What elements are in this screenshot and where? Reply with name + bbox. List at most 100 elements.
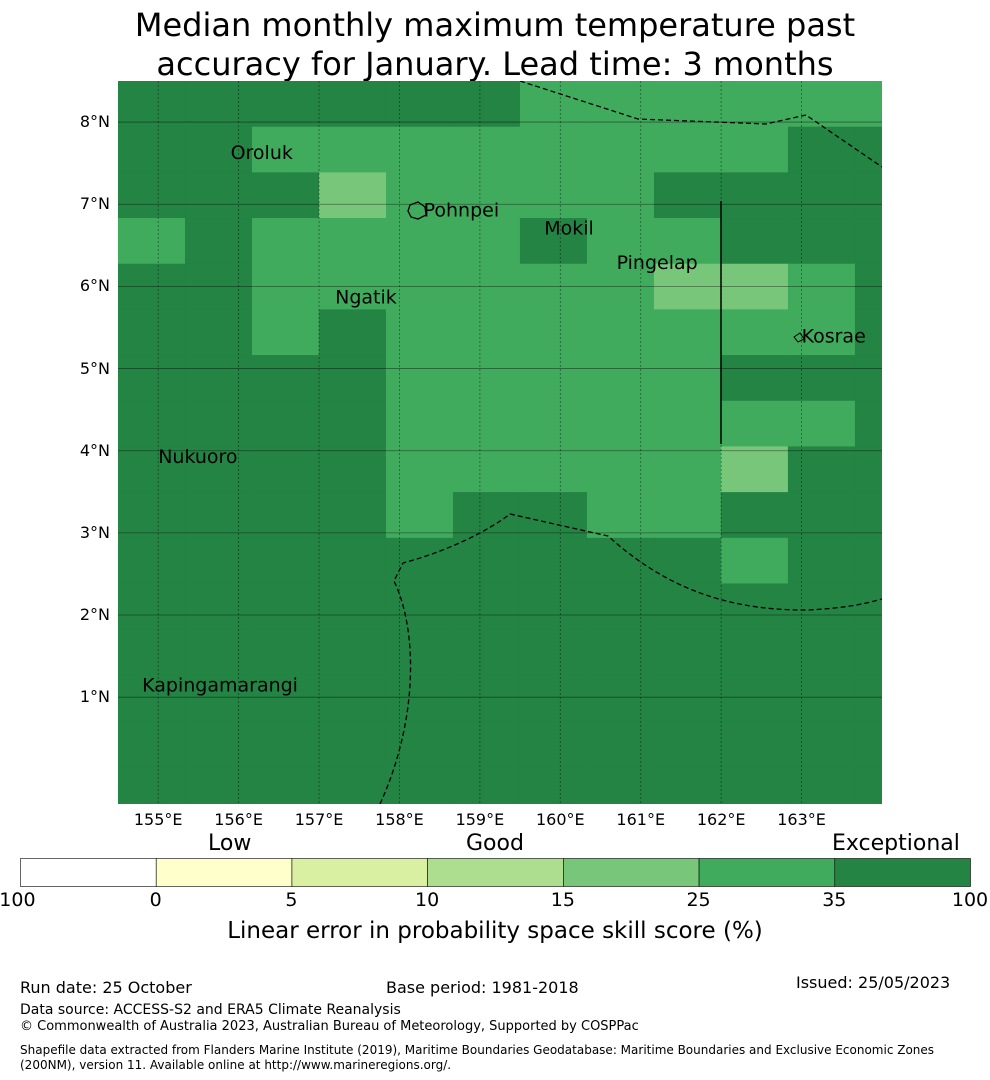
skill-cell (854, 400, 882, 447)
skill-cell (586, 583, 655, 630)
skill-cell (653, 492, 722, 539)
skill-cell (854, 629, 882, 676)
skill-cell (720, 492, 789, 539)
skill-cell (184, 766, 253, 804)
lat-tick-label: 3°N (79, 522, 110, 542)
skill-cell (854, 492, 882, 539)
lon-tick-label: 156°E (214, 810, 263, 829)
skill-cell (251, 172, 320, 219)
skill-cell (251, 309, 320, 356)
skill-cell (318, 400, 387, 447)
skill-cell (787, 218, 856, 265)
skill-cell (385, 355, 454, 402)
skill-cell (385, 492, 454, 539)
skill-cell (720, 126, 789, 173)
skill-cell (720, 629, 789, 676)
skill-cell (452, 355, 521, 402)
skill-cell (118, 583, 186, 630)
skill-cell (452, 583, 521, 630)
place-label: Pingelap (617, 252, 698, 274)
skill-cell (854, 309, 882, 356)
pohnpei-island-outline (407, 201, 427, 220)
skill-cell (452, 537, 521, 584)
skill-cell (586, 537, 655, 584)
skill-cell (184, 537, 253, 584)
skill-cell (519, 583, 588, 630)
issued-date: Issued: 25/05/2023 (796, 973, 951, 992)
lon-tick-label: 160°E (535, 810, 585, 829)
eez-boundary-north (519, 81, 882, 168)
colorbar-tick-label: 100 (951, 889, 989, 911)
skill-cell (787, 309, 856, 356)
skill-cell (184, 126, 253, 173)
skill-cell (452, 81, 521, 128)
skill-cell (787, 446, 856, 493)
skill-cell (318, 172, 387, 219)
skill-cell (787, 720, 856, 767)
skill-cell (318, 720, 387, 767)
skill-cell (318, 126, 387, 173)
skill-cell (318, 766, 387, 804)
skill-cell (385, 583, 454, 630)
skill-cell (586, 400, 655, 447)
skill-cell (720, 400, 789, 447)
skill-cell (251, 446, 320, 493)
skill-cell (519, 172, 588, 219)
lat-tick-label: 7°N (79, 194, 110, 214)
skill-cell (385, 720, 454, 767)
skill-cell (720, 446, 789, 493)
colorbar (20, 858, 971, 887)
skill-cell (519, 537, 588, 584)
data-source: Data source: ACCESS-S2 and ERA5 Climate … (20, 1002, 401, 1018)
skill-cell (251, 355, 320, 402)
base-period: Base period: 1981-2018 (386, 978, 579, 997)
skill-cell (251, 492, 320, 539)
skill-cell (118, 400, 186, 447)
skill-cell (586, 629, 655, 676)
skill-cell (787, 766, 856, 804)
place-label: Ngatik (335, 287, 397, 309)
skill-cell (452, 492, 521, 539)
lon-tick-label: 158°E (375, 810, 424, 829)
colorbar-segment (563, 858, 700, 887)
skill-cell (318, 629, 387, 676)
skill-cell (653, 537, 722, 584)
skill-cell (385, 446, 454, 493)
skill-cell (787, 355, 856, 402)
skill-cell (586, 309, 655, 356)
colorbar-tick-label: 10 (415, 889, 440, 911)
skill-cell (452, 400, 521, 447)
kosrae-island-outline (793, 332, 805, 343)
skill-grid-cells (118, 81, 882, 804)
colorbar-segment (291, 858, 428, 887)
skill-cell (787, 81, 856, 128)
lon-tick-label: 161°E (616, 810, 666, 829)
skill-cell (787, 674, 856, 722)
lat-tick-label: 1°N (79, 687, 110, 707)
skill-cell (251, 766, 320, 804)
place-label: Kosrae (802, 325, 866, 347)
skill-cell (251, 126, 320, 173)
skill-cell (385, 629, 454, 676)
skill-cell (586, 674, 655, 722)
skill-cell (519, 355, 588, 402)
skill-cell (720, 172, 789, 219)
skill-cell (653, 126, 722, 173)
lat-tick-label: 6°N (79, 276, 110, 296)
skill-cell (251, 81, 320, 128)
skill-cell (184, 309, 253, 356)
lat-tick-label: 5°N (79, 358, 110, 378)
skill-cell (519, 263, 588, 310)
skill-cell (452, 674, 521, 722)
colorbar-tick-label: 5 (285, 889, 298, 911)
skill-cell (519, 81, 588, 128)
skill-cell (118, 218, 186, 265)
eez-boundary-south (379, 513, 882, 804)
skill-cell (653, 583, 722, 630)
map-gridlines (118, 81, 882, 804)
lon-tick-label: 155°E (133, 810, 183, 829)
skill-cell (854, 263, 882, 310)
skill-cell (184, 720, 253, 767)
skill-cell (251, 629, 320, 676)
skill-cell (251, 263, 320, 310)
